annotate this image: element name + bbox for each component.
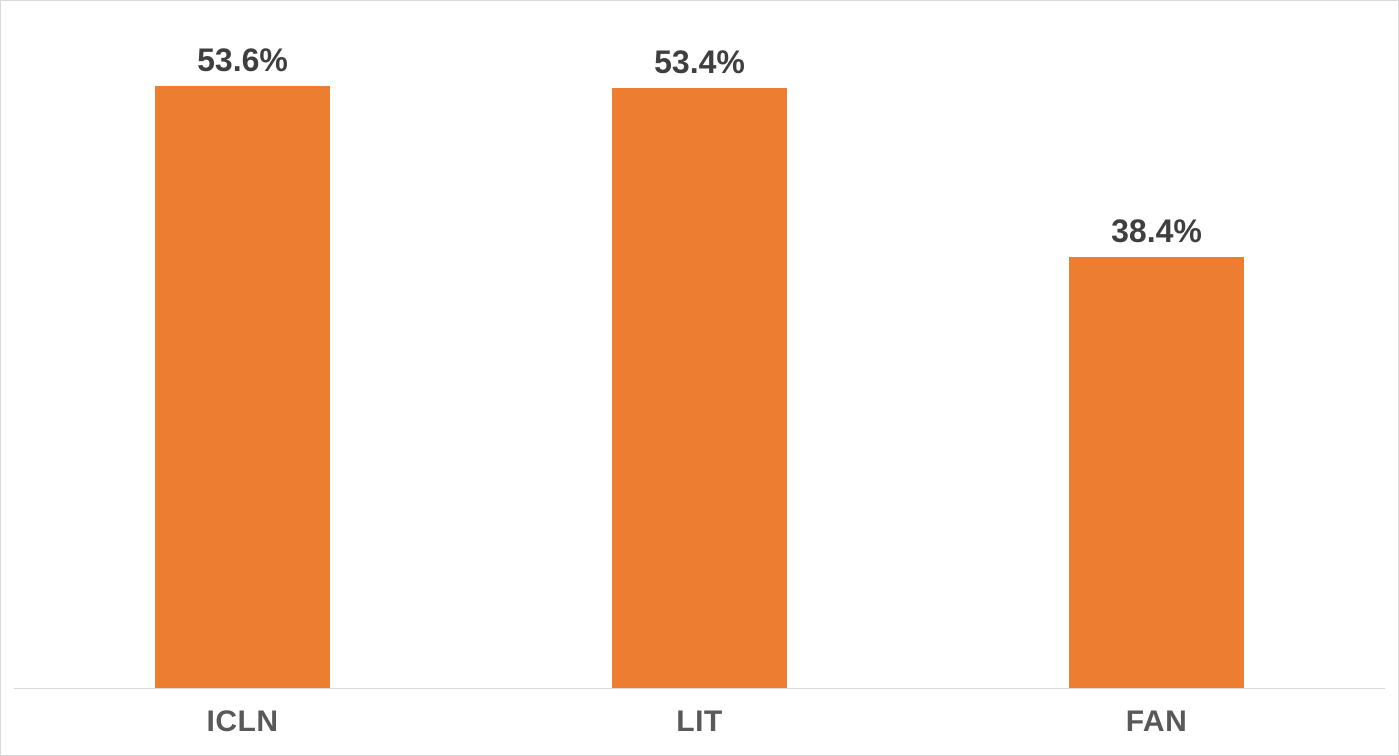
value-label-lit: 53.4%: [654, 44, 745, 81]
bar-fan: [1069, 256, 1244, 688]
bar-group-fan: 38.4%: [1069, 215, 1244, 688]
category-cell: FAN: [928, 707, 1385, 737]
value-label-fan: 38.4%: [1111, 212, 1202, 249]
plot-area: 53.6% 53.4% 38.4%: [14, 14, 1385, 689]
bar-group-lit: 53.4%: [612, 46, 787, 688]
bar-icln: [155, 85, 330, 688]
bar-slot-lit: 53.4%: [471, 14, 928, 688]
category-label-icln: ICLN: [206, 705, 279, 738]
category-cell: ICLN: [14, 707, 471, 737]
category-label-fan: FAN: [1125, 705, 1188, 738]
category-cell: LIT: [471, 707, 928, 737]
bar-slot-fan: 38.4%: [928, 14, 1385, 688]
x-axis: ICLN LIT FAN: [14, 689, 1385, 755]
category-label-lit: LIT: [676, 705, 723, 738]
bar-slot-icln: 53.6%: [14, 14, 471, 688]
bar-group-icln: 53.6%: [155, 44, 330, 688]
value-label-icln: 53.6%: [197, 41, 288, 78]
bar-lit: [612, 88, 787, 688]
